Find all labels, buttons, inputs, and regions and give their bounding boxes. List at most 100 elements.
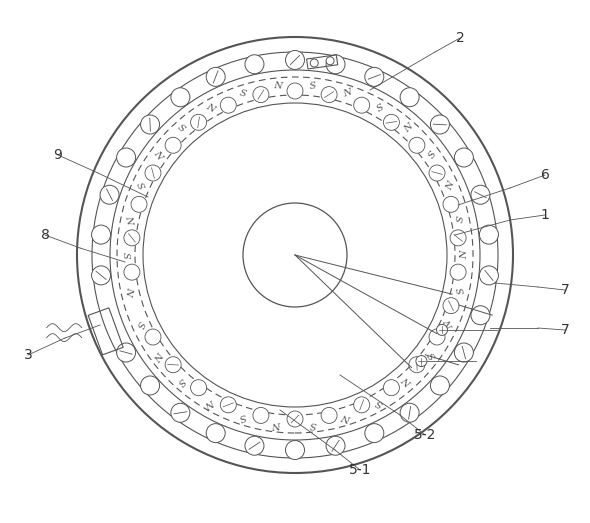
Circle shape (91, 225, 110, 244)
Text: N: N (273, 419, 282, 429)
Bar (88, 308, 123, 355)
Circle shape (165, 357, 181, 373)
Text: S: S (309, 81, 316, 91)
Circle shape (365, 67, 384, 86)
Circle shape (220, 97, 237, 113)
Circle shape (365, 424, 384, 442)
Circle shape (245, 436, 264, 455)
Circle shape (124, 230, 140, 246)
Circle shape (117, 343, 136, 362)
Circle shape (91, 266, 110, 285)
Circle shape (431, 115, 450, 134)
Circle shape (100, 185, 119, 204)
Circle shape (191, 380, 206, 396)
Circle shape (431, 376, 450, 395)
Circle shape (287, 83, 303, 99)
Text: N: N (342, 411, 353, 422)
Circle shape (326, 436, 345, 455)
Circle shape (429, 165, 445, 181)
Circle shape (321, 407, 337, 424)
Circle shape (353, 97, 370, 113)
Circle shape (416, 356, 427, 367)
Circle shape (286, 51, 304, 70)
Circle shape (400, 403, 419, 422)
Text: N: N (151, 349, 163, 361)
Text: N: N (123, 285, 134, 295)
Text: S: S (375, 396, 385, 408)
Circle shape (384, 115, 399, 130)
Text: N: N (444, 319, 456, 330)
Circle shape (310, 59, 318, 67)
Circle shape (480, 266, 499, 285)
Circle shape (443, 196, 459, 212)
Text: N: N (402, 375, 415, 388)
Circle shape (454, 148, 473, 167)
Text: N: N (444, 180, 456, 191)
Text: S: S (176, 376, 186, 387)
Circle shape (171, 403, 190, 422)
Circle shape (245, 55, 264, 74)
Text: S: S (238, 88, 247, 99)
Circle shape (384, 380, 399, 396)
Circle shape (124, 264, 140, 280)
Circle shape (145, 329, 161, 345)
Text: S: S (456, 215, 466, 224)
Circle shape (409, 357, 425, 373)
Circle shape (287, 411, 303, 427)
Circle shape (400, 88, 419, 107)
Text: S: S (120, 252, 129, 258)
Circle shape (206, 67, 225, 86)
Circle shape (286, 440, 304, 460)
Circle shape (471, 306, 490, 325)
Circle shape (140, 115, 159, 134)
Text: N: N (461, 251, 470, 259)
Circle shape (165, 137, 181, 153)
Circle shape (117, 148, 136, 167)
Text: N: N (204, 396, 216, 408)
Text: N: N (273, 81, 282, 91)
Text: 2: 2 (455, 31, 464, 45)
Circle shape (326, 57, 334, 65)
Circle shape (454, 343, 473, 362)
Text: 7: 7 (560, 283, 569, 297)
Circle shape (437, 324, 448, 335)
Text: S: S (375, 102, 385, 113)
Circle shape (253, 407, 269, 424)
Circle shape (326, 55, 345, 74)
Circle shape (409, 137, 425, 153)
Text: S: S (427, 349, 438, 360)
Circle shape (145, 165, 161, 181)
Text: N: N (204, 102, 216, 114)
Circle shape (140, 376, 159, 395)
Text: S: S (176, 123, 186, 134)
Text: S: S (456, 286, 466, 294)
Circle shape (480, 225, 499, 244)
Text: S: S (135, 319, 145, 329)
Circle shape (171, 88, 190, 107)
Circle shape (253, 87, 269, 103)
Text: N: N (151, 149, 163, 161)
Circle shape (321, 87, 337, 103)
Text: N: N (342, 88, 353, 99)
Text: 8: 8 (41, 228, 50, 242)
Circle shape (353, 397, 370, 413)
Circle shape (429, 329, 445, 345)
Circle shape (191, 115, 206, 130)
Circle shape (450, 230, 466, 246)
Text: S: S (309, 419, 316, 429)
Text: 3: 3 (24, 348, 32, 362)
Circle shape (471, 185, 490, 204)
Text: N: N (123, 214, 134, 225)
Text: 1: 1 (540, 208, 549, 222)
Text: S: S (427, 150, 438, 161)
Circle shape (220, 397, 237, 413)
Circle shape (206, 424, 225, 442)
Text: 6: 6 (540, 168, 549, 182)
Text: 5-2: 5-2 (414, 428, 436, 442)
Circle shape (131, 196, 147, 212)
Text: 9: 9 (54, 148, 63, 162)
Text: N: N (402, 122, 415, 135)
Text: S: S (135, 181, 145, 191)
Text: 5-1: 5-1 (349, 463, 371, 477)
Text: S: S (238, 412, 247, 422)
